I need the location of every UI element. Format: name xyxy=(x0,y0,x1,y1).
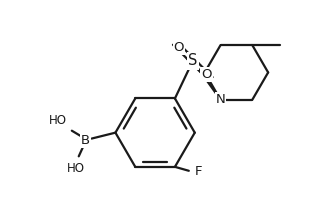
Text: N: N xyxy=(216,93,225,106)
Text: F: F xyxy=(195,165,202,178)
Text: HO: HO xyxy=(49,114,67,127)
Text: O: O xyxy=(173,41,184,54)
Text: S: S xyxy=(188,53,197,68)
Text: O: O xyxy=(201,68,212,81)
Text: B: B xyxy=(81,134,90,147)
Text: HO: HO xyxy=(67,162,85,175)
